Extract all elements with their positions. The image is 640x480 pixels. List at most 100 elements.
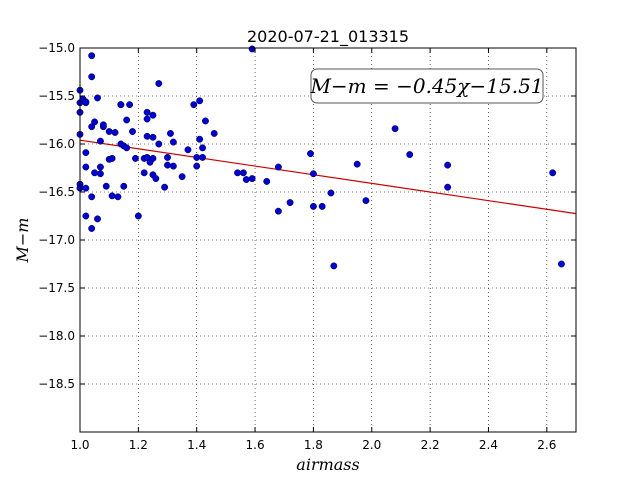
y-tick-label: −17.0 xyxy=(38,233,75,247)
data-point xyxy=(91,169,99,177)
data-point xyxy=(94,94,101,102)
x-tick-label: 2.6 xyxy=(537,438,556,452)
data-point xyxy=(234,169,242,177)
data-point xyxy=(111,129,119,136)
data-point xyxy=(164,161,171,169)
data-point xyxy=(193,153,201,161)
x-tick-label: 1.4 xyxy=(187,438,206,452)
x-tick-label: 1.2 xyxy=(129,438,148,452)
annotation-text: M−m = −0.45χ−15.51 xyxy=(309,74,543,98)
data-point xyxy=(155,140,163,148)
data-point xyxy=(406,151,414,159)
data-point xyxy=(143,108,151,116)
data-point xyxy=(149,154,157,162)
data-point xyxy=(199,144,206,152)
x-tick-label: 2.2 xyxy=(421,438,440,452)
data-point xyxy=(108,192,116,200)
data-point xyxy=(143,132,151,140)
x-tick-label: 1.8 xyxy=(304,438,323,452)
data-point xyxy=(248,45,256,53)
y-tick-label: −15.5 xyxy=(38,89,75,103)
data-point xyxy=(307,150,314,158)
fit-line-layer xyxy=(79,139,577,215)
data-point xyxy=(143,115,151,123)
data-point xyxy=(82,163,90,171)
data-point xyxy=(210,129,218,137)
data-point xyxy=(327,189,335,197)
y-tick-label: −15.0 xyxy=(38,41,75,55)
x-axis-label: airmass xyxy=(296,455,359,474)
data-point xyxy=(99,121,107,129)
y-tick-label: −18.0 xyxy=(38,329,75,343)
x-tick-labels: 1.0 1.2 1.4 1.6 1.8 2.0 2.2 2.4 2.6 xyxy=(70,438,556,452)
data-point xyxy=(108,154,116,162)
data-point xyxy=(161,183,169,191)
data-point xyxy=(362,197,370,205)
data-point xyxy=(91,118,99,126)
data-point xyxy=(169,162,177,170)
annotation-box xyxy=(310,68,544,104)
data-point xyxy=(557,260,565,268)
data-point xyxy=(184,146,192,154)
data-point xyxy=(444,183,452,191)
data-point xyxy=(117,101,125,109)
y-tick-label: −17.5 xyxy=(38,281,75,295)
y-tick-label: −16.5 xyxy=(38,185,75,199)
data-point xyxy=(239,169,247,177)
data-point xyxy=(96,137,104,145)
data-point xyxy=(169,138,177,146)
data-point xyxy=(309,170,317,178)
fit-line xyxy=(79,139,577,215)
data-point xyxy=(274,163,282,171)
data-point xyxy=(129,128,136,135)
data-point xyxy=(96,170,104,178)
y-tick-labels: −15.0 −15.5 −16.0 −16.5 −17.0 −17.5 −18.0 −18.5 xyxy=(38,41,75,391)
data-point xyxy=(82,99,90,107)
x-tick-label: 1.0 xyxy=(70,438,89,452)
data-point xyxy=(164,153,171,161)
y-axis-label: M−m xyxy=(13,218,32,264)
data-point xyxy=(88,52,96,60)
data-point xyxy=(190,101,198,109)
y-tick-label: −16.0 xyxy=(38,137,75,151)
data-point xyxy=(263,177,271,185)
data-point xyxy=(123,116,131,124)
data-point xyxy=(242,176,250,183)
data-point xyxy=(318,202,326,210)
x-tick-label: 2.4 xyxy=(479,438,498,452)
data-point xyxy=(353,160,361,168)
data-point xyxy=(88,73,96,81)
data-point xyxy=(126,101,134,109)
data-point xyxy=(149,133,157,141)
data-point xyxy=(131,154,139,162)
data-point xyxy=(152,175,160,183)
chart-title: 2020-07-21_013315 xyxy=(247,27,409,47)
data-point xyxy=(82,184,90,192)
data-point xyxy=(105,128,113,135)
data-point xyxy=(330,262,338,270)
data-point xyxy=(444,161,452,169)
data-point xyxy=(193,162,201,170)
data-point xyxy=(166,129,174,137)
data-point xyxy=(120,182,128,190)
data-point xyxy=(274,207,282,215)
data-point xyxy=(549,169,557,177)
data-point xyxy=(102,182,110,190)
data-point xyxy=(391,125,399,133)
data-point xyxy=(114,193,122,201)
data-point xyxy=(199,153,206,161)
y-tick-label: −18.5 xyxy=(38,377,75,391)
x-tick-label: 1.6 xyxy=(246,438,265,452)
data-point xyxy=(248,175,256,183)
axis-ticks xyxy=(79,47,576,432)
data-point xyxy=(202,117,209,125)
data-point xyxy=(82,149,90,157)
data-point xyxy=(309,202,317,210)
data-point xyxy=(82,212,90,220)
data-point xyxy=(123,144,131,152)
data-point xyxy=(140,169,148,177)
data-point xyxy=(196,135,204,143)
data-point xyxy=(155,80,163,87)
scatter-points xyxy=(76,45,565,270)
